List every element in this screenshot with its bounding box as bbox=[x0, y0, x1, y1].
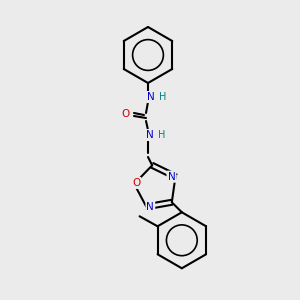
Text: H: H bbox=[159, 92, 167, 102]
Text: N: N bbox=[147, 92, 155, 102]
Text: N: N bbox=[146, 130, 154, 140]
Text: O: O bbox=[132, 178, 140, 188]
Text: H: H bbox=[158, 130, 166, 140]
Text: N: N bbox=[167, 172, 175, 182]
Text: N: N bbox=[146, 202, 154, 212]
Text: O: O bbox=[122, 109, 130, 119]
